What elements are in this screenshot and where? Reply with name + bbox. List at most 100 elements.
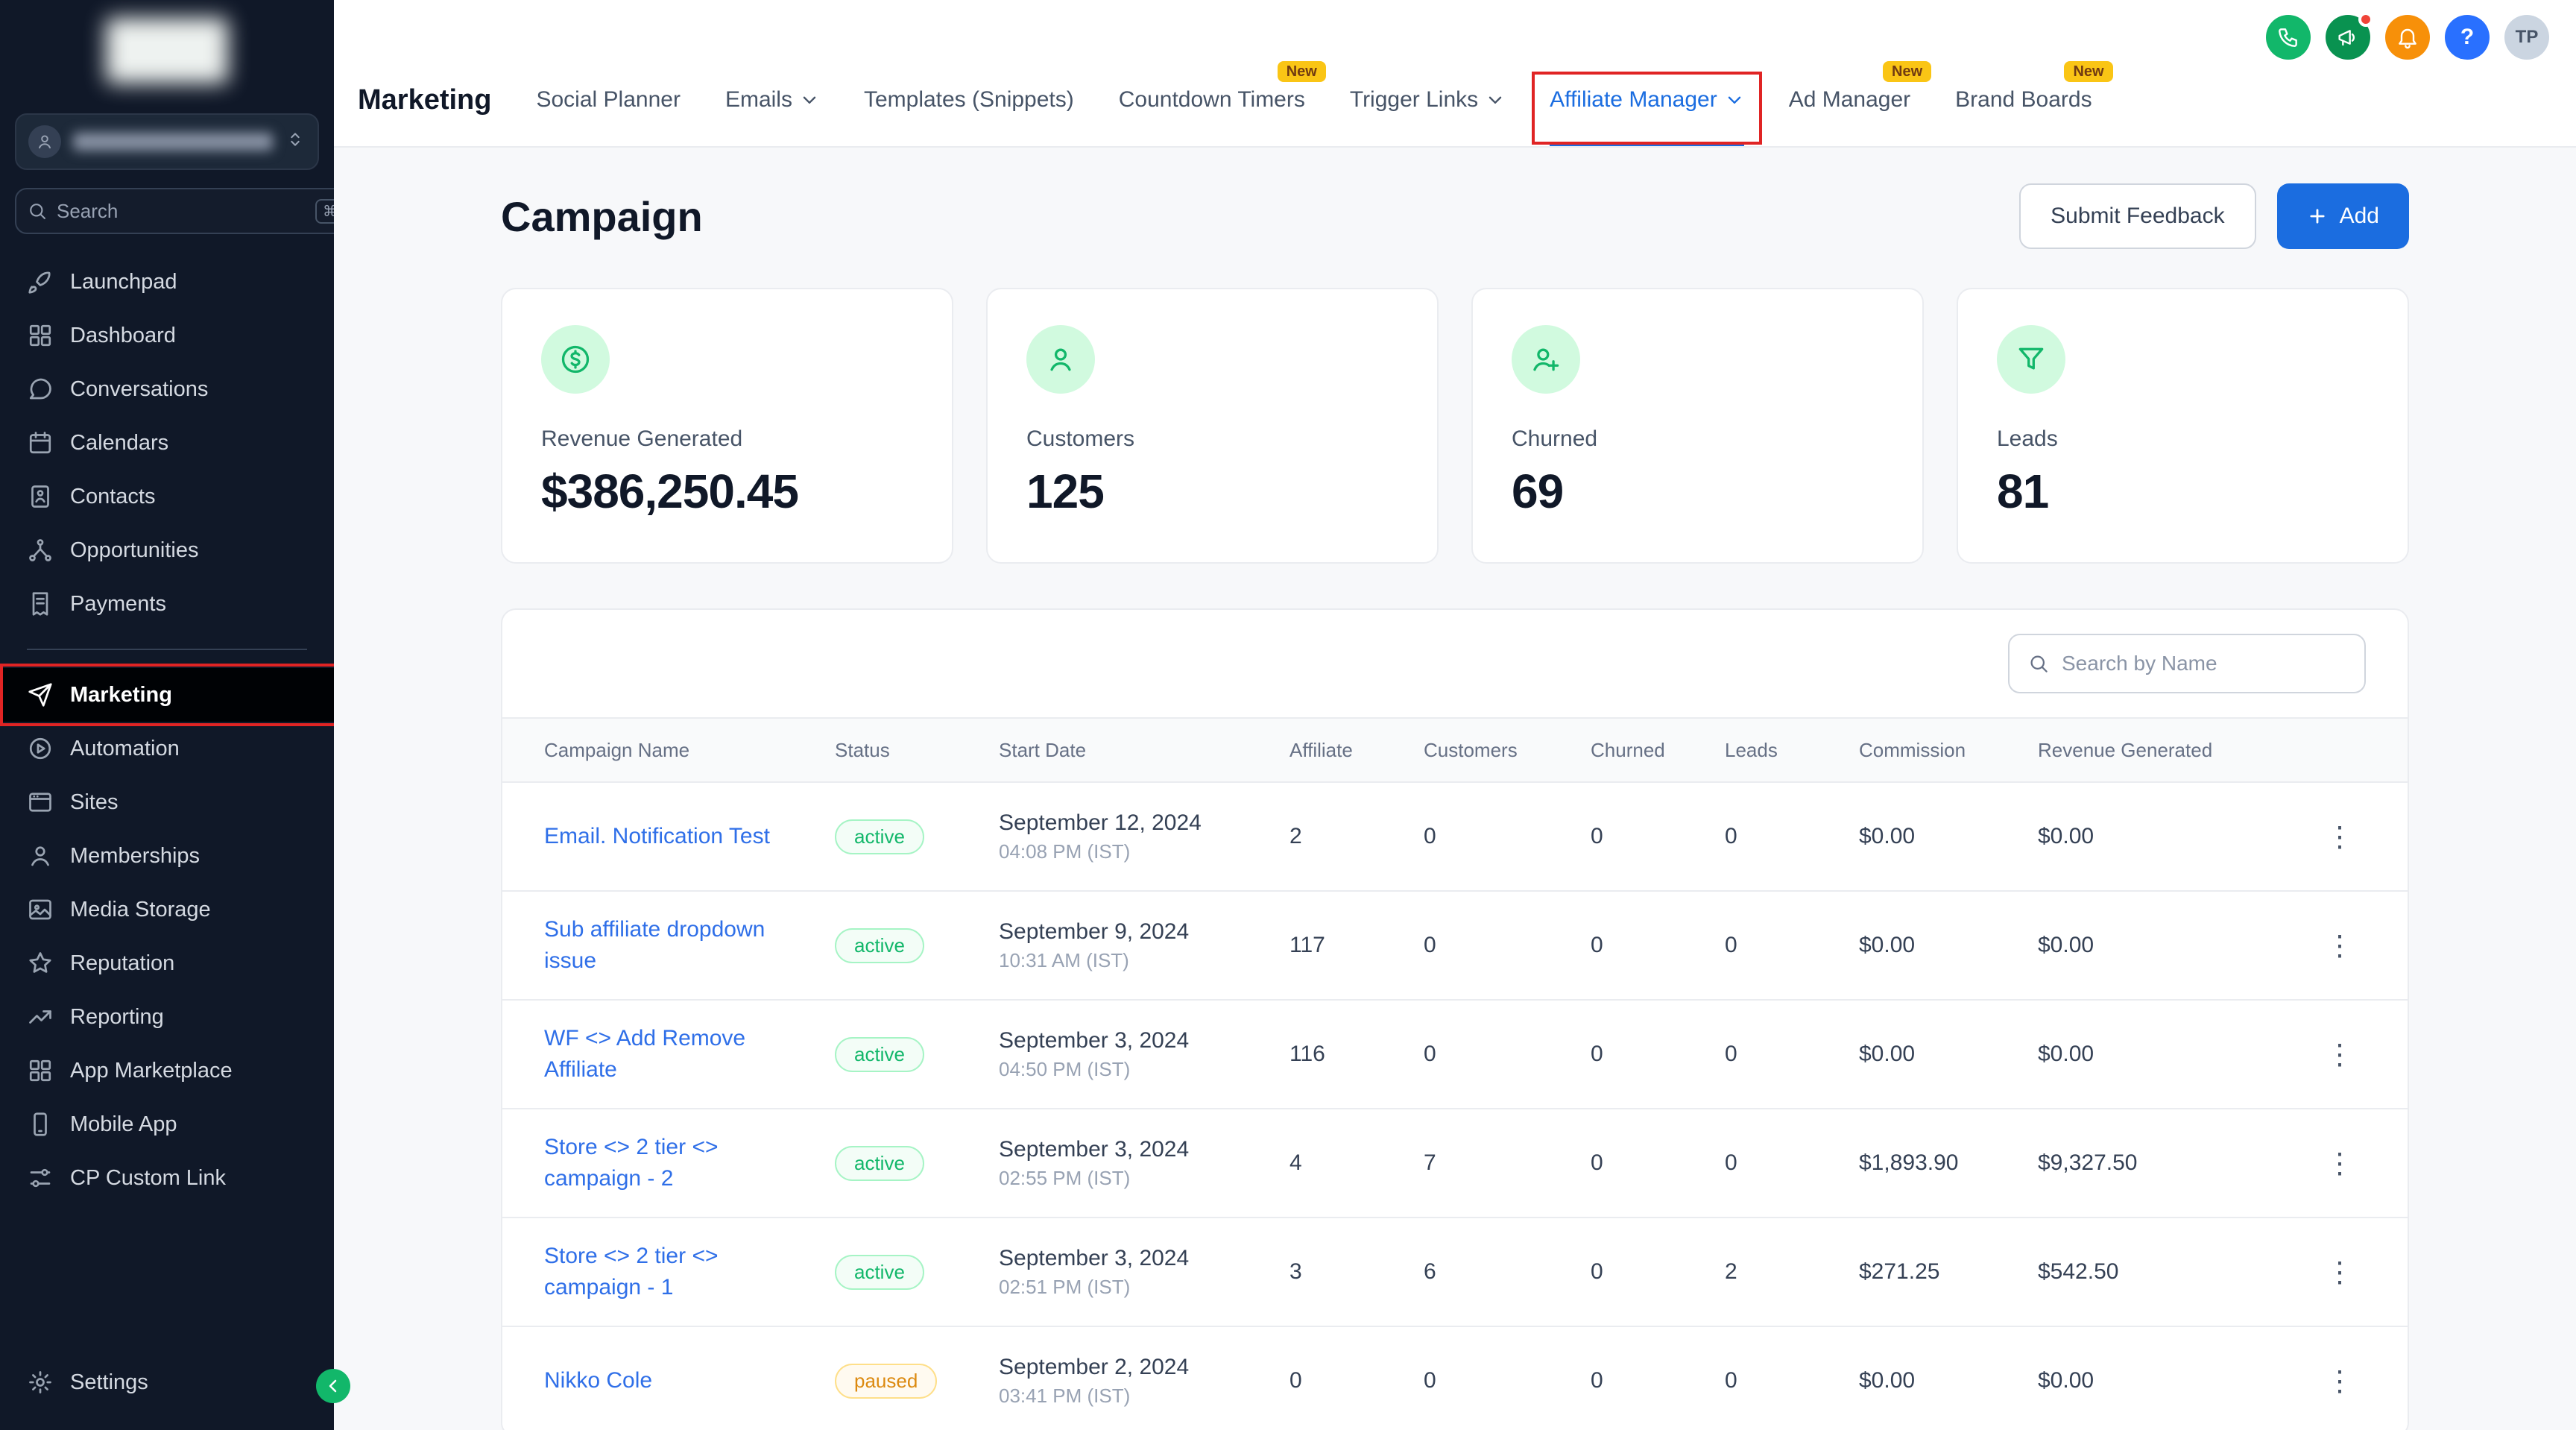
table-row: WF <> Add Remove Affiliate active Septem… — [502, 1001, 2408, 1109]
conversations-icon — [27, 376, 54, 403]
search-icon — [27, 201, 48, 221]
campaign-name-link[interactable]: Store <> 2 tier <> campaign - 1 — [544, 1244, 719, 1300]
sidebar-search[interactable]: ⌘ K — [15, 188, 371, 234]
column-header-status: Status — [835, 738, 890, 761]
row-menu-button[interactable]: ⋮ — [2326, 821, 2354, 853]
sidebar-item-marketing[interactable]: Marketing — [0, 668, 334, 722]
page-title: Campaign — [501, 192, 703, 240]
sidebar-item-label: Reporting — [70, 1004, 164, 1029]
start-time: 04:08 PM (IST) — [999, 840, 1131, 863]
sidebar-item-dashboard[interactable]: Dashboard — [0, 309, 334, 362]
reporting-icon — [27, 1004, 54, 1030]
notifications-button[interactable] — [2385, 15, 2430, 60]
cell-affiliate: 116 — [1289, 1042, 1325, 1066]
mobile-app-icon — [27, 1111, 54, 1138]
new-badge: New — [2064, 61, 2113, 82]
start-date: September 3, 2024 — [999, 1136, 1190, 1162]
tab-label: Emails — [724, 87, 792, 112]
column-header-churned: Churned — [1591, 738, 1665, 761]
table-search[interactable] — [2008, 634, 2366, 693]
cell-leads: 0 — [1725, 1368, 1737, 1393]
sidebar-item-conversations[interactable]: Conversations — [0, 362, 334, 416]
column-header-commission: Commission — [1859, 738, 1966, 761]
cell-churned: 0 — [1591, 1042, 1603, 1066]
tab-templates-snippets[interactable]: Templates (Snippets) — [864, 54, 1074, 146]
marketing-tabs: Social Planner Emails Templates (Snippet… — [536, 54, 2113, 146]
cell-affiliate: 117 — [1289, 933, 1325, 957]
row-menu-button[interactable]: ⋮ — [2326, 1039, 2354, 1071]
section-title: Marketing — [358, 84, 492, 116]
submit-feedback-button[interactable]: Submit Feedback — [2019, 183, 2256, 249]
cell-churned: 0 — [1591, 824, 1603, 848]
cell-affiliate: 2 — [1289, 824, 1302, 848]
sidebar-item-cp-custom-link[interactable]: CP Custom Link — [0, 1151, 334, 1205]
campaign-name-link[interactable]: Store <> 2 tier <> campaign - 2 — [544, 1135, 719, 1191]
plus-icon — [2307, 206, 2328, 227]
row-menu-button[interactable]: ⋮ — [2326, 1147, 2354, 1179]
sidebar-item-memberships[interactable]: Memberships — [0, 829, 334, 883]
tab-social-planner[interactable]: Social Planner — [536, 54, 680, 146]
tab-emails[interactable]: Emails — [725, 54, 819, 146]
cell-leads: 2 — [1725, 1259, 1737, 1284]
sidebar-item-settings[interactable]: Settings — [0, 1355, 334, 1409]
campaign-name-link[interactable]: Nikko Cole — [544, 1368, 653, 1393]
cell-revenue: $542.50 — [2038, 1259, 2119, 1284]
campaign-name-link[interactable]: WF <> Add Remove Affiliate — [544, 1026, 746, 1082]
phone-icon — [2276, 25, 2300, 49]
contacts-icon — [27, 483, 54, 510]
chevron-down-icon — [800, 90, 819, 110]
sidebar-search-input[interactable] — [57, 199, 306, 223]
user-avatar[interactable]: TP — [2504, 15, 2549, 60]
sidebar-item-label: Sites — [70, 790, 119, 814]
chevron-down-icon — [1725, 90, 1744, 110]
row-menu-button[interactable]: ⋮ — [2326, 1365, 2354, 1397]
phone-button[interactable] — [2266, 15, 2311, 60]
sidebar-item-sites[interactable]: Sites — [0, 775, 334, 829]
row-menu-button[interactable]: ⋮ — [2326, 1256, 2354, 1288]
sidebar-item-label: Calendars — [70, 430, 169, 455]
automation-icon — [27, 735, 54, 762]
campaign-name-link[interactable]: Sub affiliate dropdown issue — [544, 917, 765, 973]
tab-trigger-links[interactable]: Trigger Links — [1350, 54, 1505, 146]
agency-logo — [106, 18, 228, 84]
sidebar-item-label: Conversations — [70, 377, 209, 401]
sidebar-item-opportunities[interactable]: Opportunities — [0, 523, 334, 577]
announcements-button[interactable] — [2326, 12, 2373, 60]
sidebar-item-reporting[interactable]: Reporting — [0, 990, 334, 1044]
cell-affiliate: 0 — [1289, 1368, 1302, 1393]
add-campaign-button[interactable]: Add — [2276, 183, 2409, 249]
sidebar-item-media-storage[interactable]: Media Storage — [0, 883, 334, 936]
stat-label: Leads — [1997, 426, 2058, 451]
sidebar-item-app-marketplace[interactable]: App Marketplace — [0, 1044, 334, 1097]
cell-leads: 0 — [1725, 933, 1737, 957]
start-date: September 3, 2024 — [999, 1027, 1190, 1053]
sidebar-item-payments[interactable]: Payments — [0, 577, 334, 631]
sidebar-item-contacts[interactable]: Contacts — [0, 470, 334, 523]
sidebar-collapse-button[interactable] — [316, 1369, 350, 1403]
tab-affiliate-manager[interactable]: Affiliate Manager — [1532, 54, 1762, 146]
campaign-name-link[interactable]: Email. Notification Test — [544, 824, 770, 848]
dashboard-icon — [27, 322, 54, 349]
stat-value: 81 — [1997, 464, 2049, 518]
tab-brand-boards[interactable]: New Brand Boards — [1955, 54, 2113, 146]
sidebar-item-launchpad[interactable]: Launchpad — [0, 255, 334, 309]
sidebar-item-label: Opportunities — [70, 538, 199, 562]
tab-ad-manager[interactable]: New Ad Manager — [1789, 54, 1932, 146]
cell-customers: 0 — [1424, 1042, 1436, 1066]
table-search-input[interactable] — [2062, 652, 2346, 675]
sidebar-item-reputation[interactable]: Reputation — [0, 936, 334, 990]
table-row: Store <> 2 tier <> campaign - 2 active S… — [502, 1109, 2408, 1218]
sidebar-item-mobile-app[interactable]: Mobile App — [0, 1097, 334, 1151]
account-switcher[interactable] — [15, 113, 319, 170]
sidebar-item-automation[interactable]: Automation — [0, 722, 334, 775]
help-button[interactable]: ? — [2445, 15, 2490, 60]
stat-card-customers: Customers 125 — [986, 288, 1439, 564]
memberships-icon — [27, 842, 54, 869]
start-time: 02:51 PM (IST) — [999, 1275, 1131, 1298]
tab-countdown-timers[interactable]: New Countdown Timers — [1119, 54, 1326, 146]
sidebar-item-label: Reputation — [70, 951, 175, 975]
row-menu-button[interactable]: ⋮ — [2326, 930, 2354, 962]
chevron-down-icon — [1486, 90, 1505, 110]
sidebar-item-calendars[interactable]: Calendars — [0, 416, 334, 470]
